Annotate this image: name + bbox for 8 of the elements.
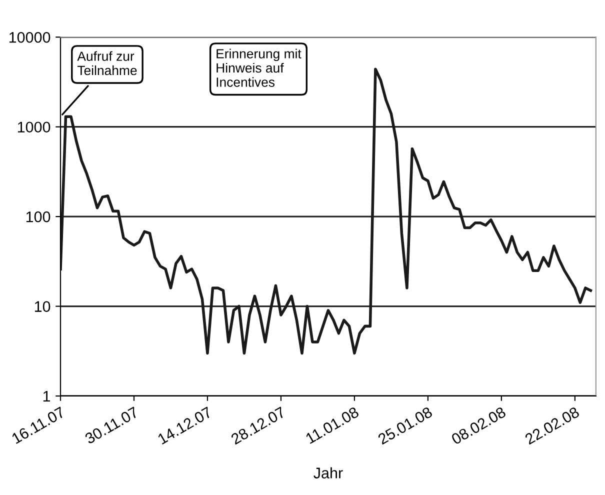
y-tick-label: 10 [34, 301, 50, 312]
y-tick-label: 1 [43, 391, 50, 402]
annotation: Erinnerung mit Hinweis auf Incentives [216, 48, 302, 87]
annotation: Aufruf zur Teilnahme [77, 51, 137, 76]
y-tick-label: 10000 [9, 32, 50, 43]
x-axis-title: Jahr [314, 467, 343, 478]
y-tick-label: 1000 [18, 122, 50, 133]
y-tick-label: 100 [26, 211, 50, 222]
